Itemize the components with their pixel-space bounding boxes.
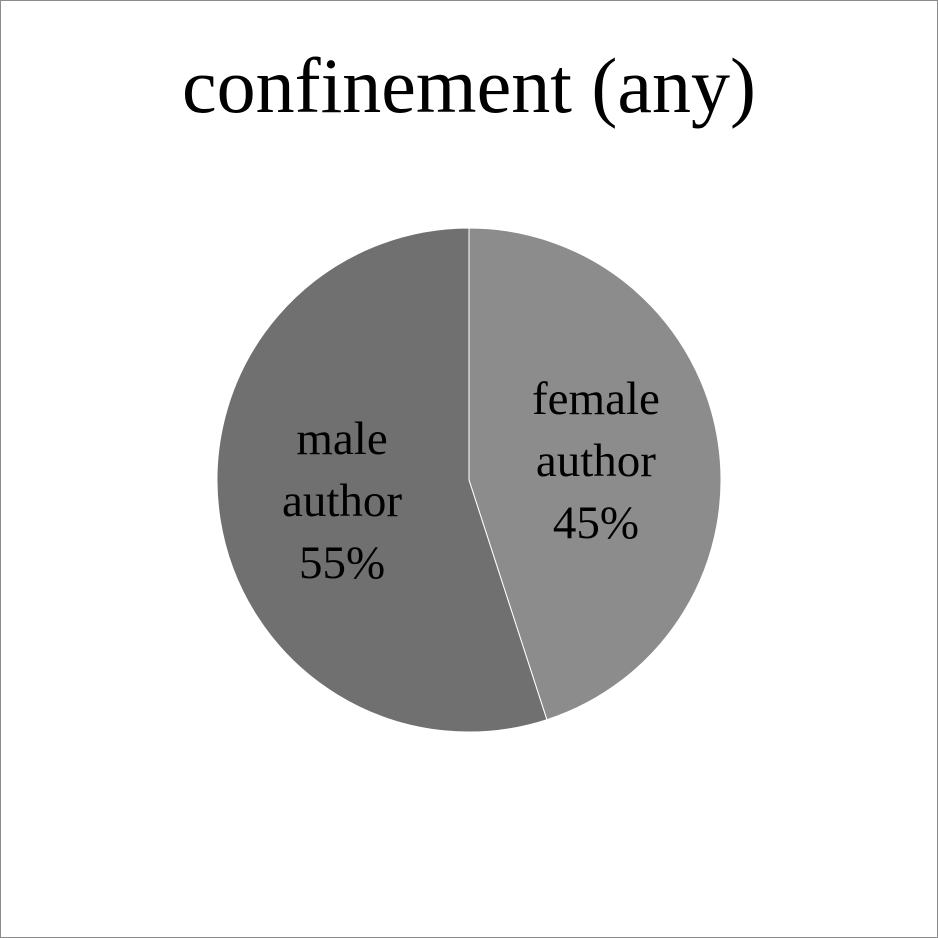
- pie-slice-female-author: [468, 227, 722, 721]
- chart-title: confinement (any): [182, 42, 756, 129]
- slice-label-male-author: male author 55%: [282, 413, 402, 589]
- slice-label-female-author: female author 45%: [532, 373, 660, 549]
- pie-slice-male-author: [216, 227, 548, 733]
